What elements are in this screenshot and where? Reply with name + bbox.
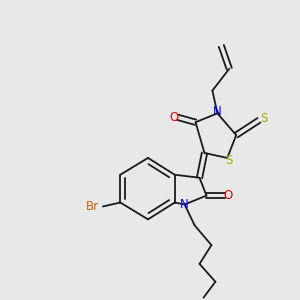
Text: Br: Br <box>85 200 98 213</box>
Text: N: N <box>180 198 189 211</box>
Text: S: S <box>260 112 267 125</box>
Text: S: S <box>225 154 232 167</box>
Text: O: O <box>169 111 179 124</box>
Text: N: N <box>213 105 222 119</box>
Text: O: O <box>224 189 233 202</box>
